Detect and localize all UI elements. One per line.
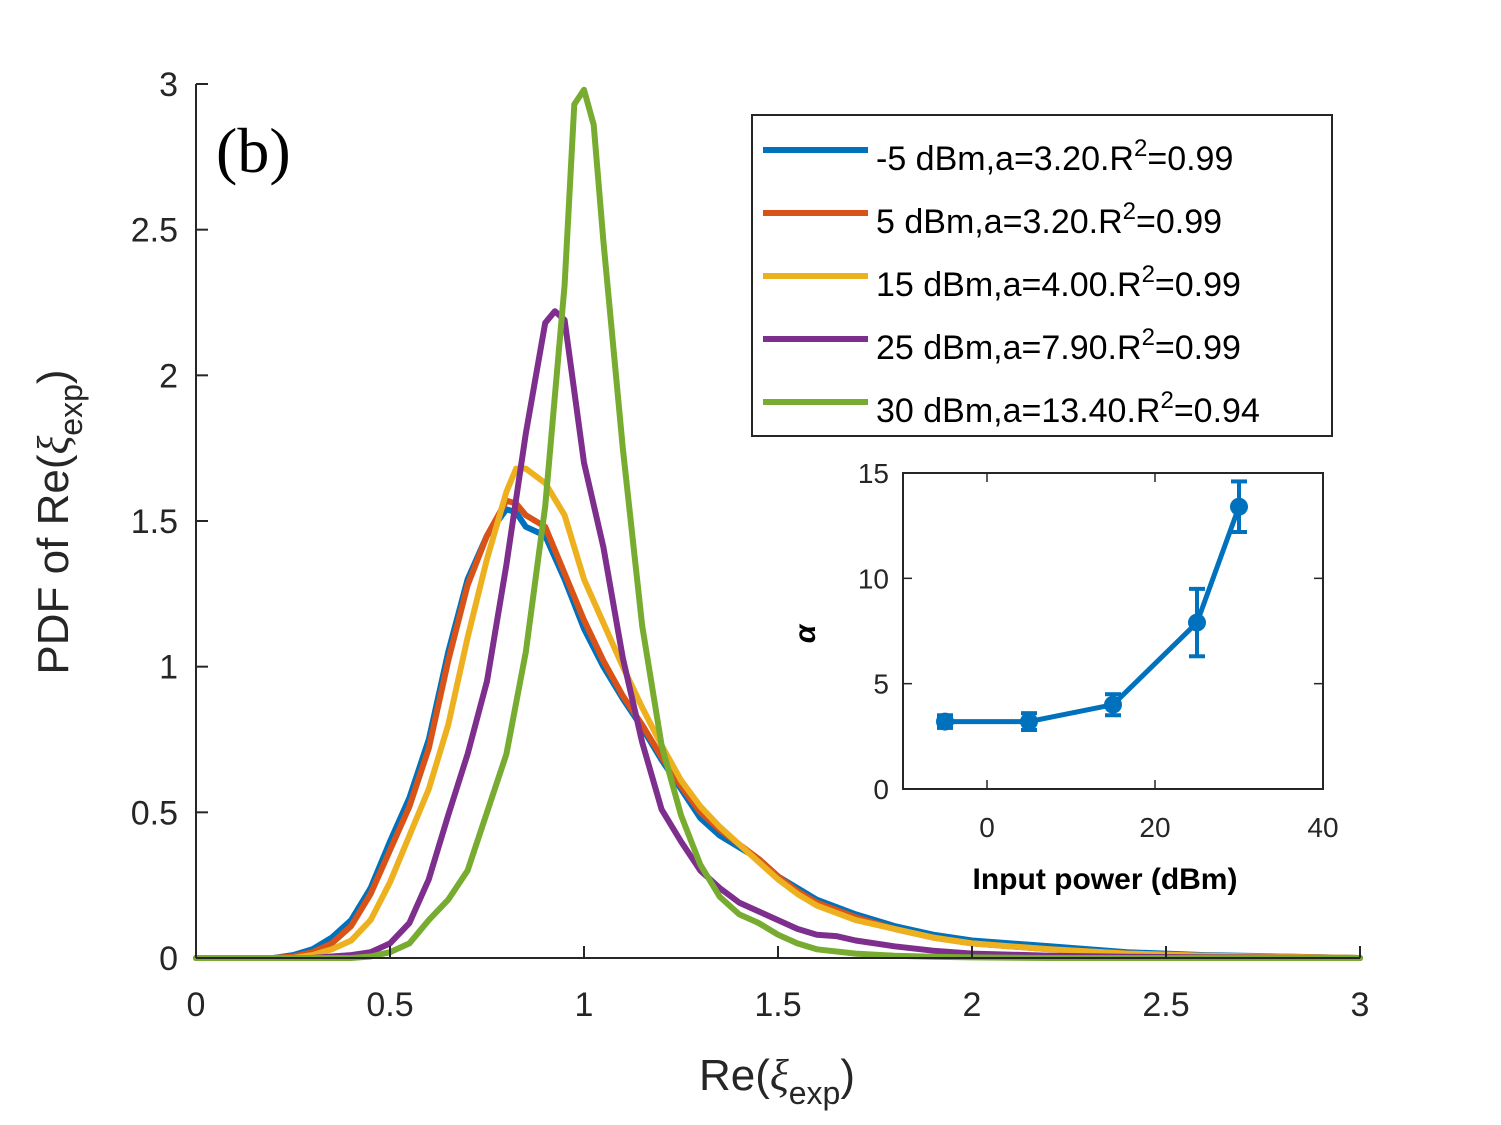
- y-tick-label: 2.5: [131, 212, 178, 250]
- inset-y-tick-label: 10: [858, 563, 889, 594]
- inset-x-tick-label: 20: [1139, 812, 1170, 843]
- inset-y-tick-label: 0: [873, 774, 889, 805]
- series-line-4: [193, 86, 1363, 961]
- inset-data-point: [1020, 712, 1038, 731]
- inset-axes: [902, 472, 1324, 790]
- legend-label-1: 5 dBm,a=3.20.R2=0.99: [876, 198, 1222, 241]
- y-tick-label: 1.5: [131, 503, 178, 541]
- legend-label-0: -5 dBm,a=3.20.R2=0.99: [876, 135, 1233, 178]
- inset-y-tick-label: 5: [873, 669, 889, 700]
- y-tick-label: 3: [159, 66, 178, 104]
- x-axis-label: Re(ξexp): [699, 1051, 855, 1111]
- series-line-3: [193, 308, 1363, 961]
- x-tick-label: 2: [963, 986, 982, 1024]
- inset-plot: 0 20 40 0 5 10 15 Input power (dBm) α: [789, 458, 1339, 896]
- inset-y-tick-label: 15: [858, 458, 889, 489]
- legend-label-4: 30 dBm,a=13.40.R2=0.94: [876, 387, 1260, 430]
- inset-tick-labels: 0 20 40 0 5 10 15: [858, 458, 1339, 843]
- inset-data-point: [1104, 695, 1122, 714]
- main-series-group: [193, 86, 1363, 961]
- main-tick-labels: 0 0.5 1 1.5 2 2.5 3 0 0.5 1 1.5 2 2.5 3: [131, 66, 1370, 1024]
- x-tick-label: 1: [575, 986, 594, 1024]
- main-plot: 0 0.5 1 1.5 2 2.5 300.511.522.53 (b) Re(ξexp) …: [29, 66, 1369, 1111]
- inset-data-point: [1188, 613, 1206, 632]
- inset-series-group: [936, 479, 1248, 733]
- legend-entries: -5 dBm,a=3.20.R2=0.99 5 dBm,a=3.20.R2=0.9…: [763, 135, 1260, 430]
- main-axes: [195, 83, 1361, 959]
- inset-x-axis-label: Input power (dBm): [973, 863, 1238, 896]
- x-tick-label: 0: [187, 986, 206, 1024]
- inset-background: [903, 473, 1323, 789]
- y-tick-label: 2: [159, 357, 178, 395]
- legend-label-3: 25 dBm,a=7.90.R2=0.99: [876, 324, 1241, 367]
- panel-label: (b): [216, 115, 291, 186]
- x-tick-label: 0.5: [366, 986, 413, 1024]
- inset-frame: [902, 472, 1324, 790]
- y-axis-label: PDF of Re(ξexp): [29, 369, 89, 674]
- legend: -5 dBm,a=3.20.R2=0.99 5 dBm,a=3.20.R2=0.9…: [751, 114, 1333, 437]
- inset-y-axis-label: α: [789, 623, 822, 643]
- y-tick-label: 0.5: [131, 794, 178, 832]
- inset-data-point: [1230, 497, 1248, 516]
- legend-label-2: 15 dBm,a=4.00.R2=0.99: [876, 261, 1241, 304]
- x-tick-label: 1.5: [754, 986, 801, 1024]
- series-line-2: [193, 465, 1363, 961]
- x-tick-label: 2.5: [1142, 986, 1189, 1024]
- y-tick-label: 1: [159, 649, 178, 687]
- inset-data-point: [936, 712, 954, 731]
- inset-x-tick-label: 40: [1307, 812, 1338, 843]
- y-tick-label: 0: [159, 940, 178, 978]
- x-tick-label: 3: [1351, 986, 1370, 1024]
- inset-x-tick-label: 0: [979, 812, 995, 843]
